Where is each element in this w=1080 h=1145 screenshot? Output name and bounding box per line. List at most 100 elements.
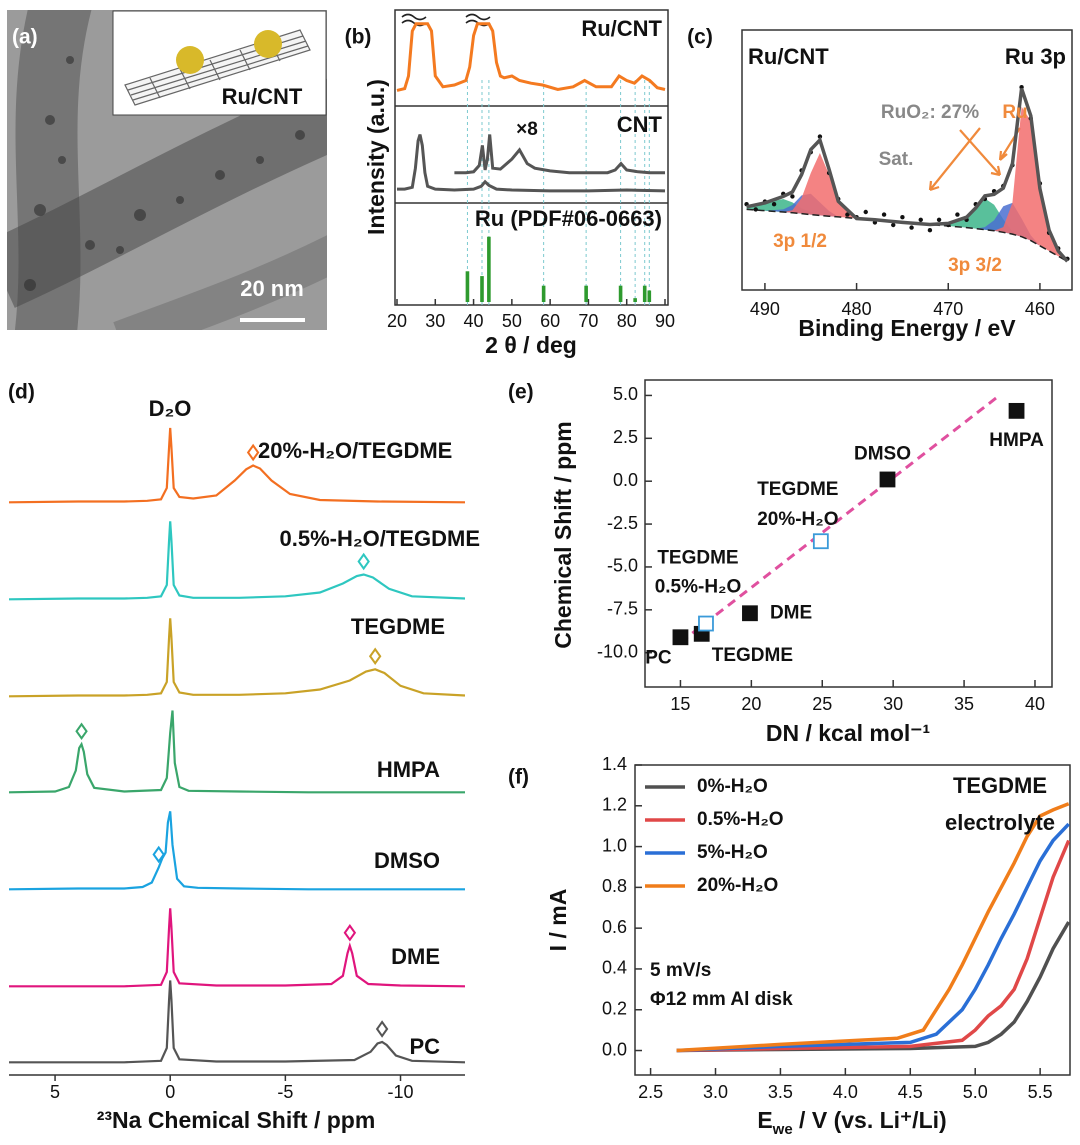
reference-stick [487, 236, 491, 302]
point-label: TEGDME [657, 548, 738, 569]
plot-frame [644, 379, 1053, 688]
x-tick-label: 4.0 [833, 1082, 858, 1102]
point-label: DMSO [854, 443, 911, 464]
reference-stick [480, 276, 484, 302]
series-label: 0.5%-H₂O/TEGDME [280, 526, 480, 551]
scale-bar-label: 20 nm [240, 276, 304, 301]
y-tick-label: 2.5 [613, 427, 638, 447]
y-tick-label: 5.0 [613, 384, 638, 404]
x-tick-label: 25 [812, 694, 832, 714]
raw-point [909, 225, 914, 230]
y-tick-label: 0.0 [602, 1039, 627, 1059]
data-point [879, 471, 896, 488]
y-tick-label: 0.8 [602, 876, 627, 896]
peak-marker [343, 924, 357, 942]
x-tick-label: 5.0 [963, 1082, 988, 1102]
point-label: 0.5%-H₂O [655, 577, 742, 598]
x-tick-label: 30 [883, 694, 903, 714]
plot-frame [634, 764, 1071, 1076]
plot-frame [394, 9, 669, 306]
raw-point [955, 212, 960, 217]
legend-label: 0.5%-H₂O [697, 809, 784, 830]
x-axis-label-part: E [757, 1107, 772, 1133]
raw-point [927, 228, 933, 233]
x-axis-label: DN / kcal mol⁻¹ [766, 720, 930, 746]
y-tick-label: 1.0 [602, 835, 627, 855]
spectrum-line [9, 521, 465, 601]
point-label: HMPA [989, 430, 1044, 451]
peak-marker [357, 552, 370, 571]
x-tick-label: 460 [1025, 299, 1055, 319]
panel-label: (a) [12, 26, 38, 49]
x-tick-label: -10 [388, 1082, 414, 1102]
y-tick-label: -5.0 [607, 556, 638, 576]
data-line [676, 822, 1070, 1053]
nanoparticle [176, 46, 204, 74]
plot-area [9, 427, 465, 1064]
data-line [676, 921, 1070, 1053]
annotation: 5 mV/s [650, 960, 711, 981]
y-tick-label: 1.4 [602, 754, 627, 774]
x-tick-label: 490 [750, 299, 780, 319]
x-tick-label: 70 [578, 311, 598, 331]
reference-stick [642, 285, 647, 302]
component-label: RuO₂: 27% [881, 102, 979, 123]
data-point [812, 533, 829, 550]
point-label: DME [770, 602, 812, 623]
fit-line [679, 394, 1001, 644]
raw-point [790, 194, 795, 199]
x-tick-label: 50 [502, 311, 522, 331]
x-tick-label: 90 [655, 311, 675, 331]
x-tick-label: 35 [954, 694, 974, 714]
x-tick-label: 3.5 [768, 1082, 793, 1102]
x-axis-label: Binding Energy / eV [798, 315, 1016, 341]
panel-label: (f) [508, 766, 529, 789]
raw-point [845, 212, 850, 217]
x-tick-label: 3.0 [703, 1082, 728, 1102]
raw-point [817, 134, 823, 139]
spectrum-line [9, 618, 465, 698]
reference-stick [618, 285, 623, 302]
y-tick-label: 0.2 [602, 998, 627, 1018]
spectrum-line [397, 134, 666, 193]
x-tick-label: 40 [1025, 694, 1045, 714]
panel-label: (d) [8, 381, 35, 404]
scaled-line [454, 134, 665, 175]
x-tick-label: -5 [277, 1082, 293, 1102]
component-label: Ru [1002, 102, 1027, 123]
plot-area [676, 802, 1070, 1053]
annotation: D₂O [149, 396, 192, 421]
series-label: Ru/CNT [581, 16, 662, 41]
x-tick-label: 0 [165, 1082, 175, 1102]
plot-area [396, 22, 666, 92]
plot-frame [741, 29, 1073, 291]
inset-label: Ru/CNT [222, 84, 303, 109]
plot-area [397, 134, 666, 193]
panel-label: (e) [508, 381, 534, 404]
series-label: 20%-H₂O/TEGDME [258, 438, 452, 463]
panel-label: (b) [345, 26, 372, 49]
x-axis-label: Ewe / V (vs. Li⁺/Li) [757, 1107, 946, 1138]
y-tick-label: -7.5 [607, 599, 638, 619]
x-tick-label: 480 [842, 299, 872, 319]
legend-label: 20%-H₂O [697, 875, 778, 896]
x-tick-label: 40 [464, 311, 484, 331]
nanoparticle [254, 30, 282, 58]
annotation: Ru/CNT [748, 44, 829, 69]
annotation: electrolyte [945, 810, 1055, 835]
y-tick-label: 1.2 [602, 795, 627, 815]
x-tick-label: 2.5 [638, 1082, 663, 1102]
x-tick-label: 5 [50, 1082, 60, 1102]
fit-component [746, 198, 1068, 262]
data-point [672, 629, 689, 646]
annotation: 3p 3/2 [948, 255, 1002, 276]
x-tick-label: 15 [670, 694, 690, 714]
series-label: CNT [617, 112, 663, 137]
annotation: Φ12 mm Al disk [650, 989, 793, 1010]
series-label: DMSO [374, 848, 440, 873]
peak-marker [152, 845, 165, 864]
x-tick-label: 20 [741, 694, 761, 714]
series-label: DME [391, 944, 440, 969]
